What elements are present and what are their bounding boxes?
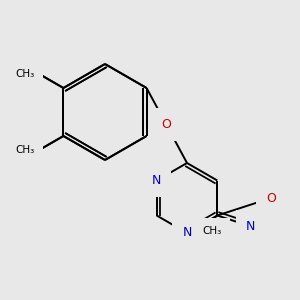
Text: N: N: [246, 220, 255, 233]
Text: CH₃: CH₃: [15, 145, 34, 155]
Text: O: O: [266, 191, 276, 205]
Text: N: N: [152, 174, 161, 187]
Text: O: O: [161, 118, 171, 130]
Text: CH₃: CH₃: [203, 226, 222, 236]
Text: CH₃: CH₃: [12, 147, 32, 157]
Text: CH₃: CH₃: [12, 67, 32, 77]
Text: N: N: [182, 226, 192, 239]
Text: CH₃: CH₃: [15, 69, 34, 79]
